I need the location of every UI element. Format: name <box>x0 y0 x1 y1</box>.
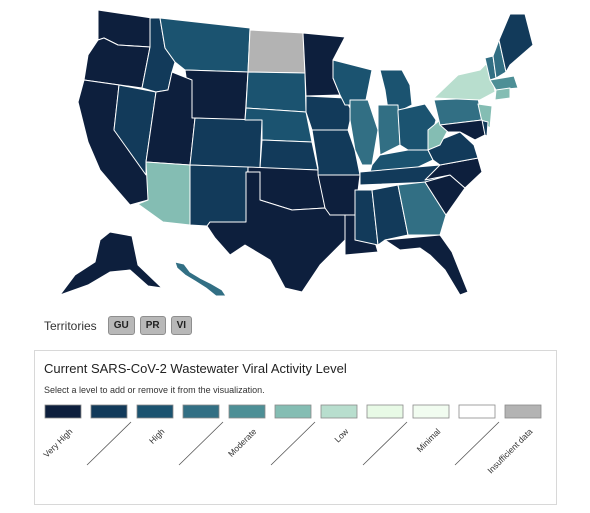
legend-label: Low <box>332 426 351 445</box>
legend-divider-line <box>454 421 500 466</box>
legend-divider-line <box>362 421 408 466</box>
state-ct[interactable] <box>494 87 511 101</box>
legend-swatch[interactable] <box>458 404 496 419</box>
state-tx[interactable] <box>206 171 346 293</box>
legend-swatch[interactable] <box>320 404 358 419</box>
state-al[interactable] <box>371 184 409 246</box>
legend-hint: Select a level to add or remove it from … <box>44 385 265 395</box>
state-nm[interactable] <box>189 164 249 227</box>
legend-label: Very High <box>41 426 74 459</box>
legend-swatch[interactable] <box>90 404 128 419</box>
state-in[interactable] <box>377 104 401 156</box>
state-ak[interactable] <box>59 231 163 296</box>
state-co[interactable] <box>189 117 263 169</box>
state-wi[interactable] <box>332 59 373 106</box>
legend-label: Moderate <box>226 426 259 459</box>
state-sd[interactable] <box>245 71 307 113</box>
territory-button-pr[interactable]: PR <box>139 316 166 335</box>
legend-scale: Very High High Moderate Low Minimal Insuffici… <box>41 404 542 475</box>
legend-panel: Current SARS-CoV-2 Wastewater Viral Acti… <box>34 350 557 505</box>
legend-swatch[interactable] <box>274 404 312 419</box>
legend-swatch[interactable] <box>44 404 82 419</box>
state-il[interactable] <box>349 99 379 166</box>
legend-label: Minimal <box>415 426 443 454</box>
state-ms[interactable] <box>354 189 379 246</box>
territory-button-vi[interactable]: VI <box>170 316 193 335</box>
state-wy[interactable] <box>184 69 249 121</box>
legend-divider-line <box>178 421 224 466</box>
legend-divider-line <box>270 421 316 466</box>
legend-title: Current SARS-CoV-2 Wastewater Viral Acti… <box>44 361 347 376</box>
territory-button-gu[interactable]: GU <box>107 316 135 335</box>
legend-swatch[interactable] <box>136 404 174 419</box>
territories-label: Territories <box>44 318 97 333</box>
legend-swatch[interactable] <box>366 404 404 419</box>
state-ma[interactable] <box>489 75 519 91</box>
us-wastewater-map <box>59 9 534 297</box>
legend-swatch[interactable] <box>504 404 542 419</box>
state-ks[interactable] <box>259 139 319 171</box>
state-md[interactable] <box>439 119 486 141</box>
state-me[interactable] <box>498 13 534 73</box>
state-ga[interactable] <box>397 181 447 236</box>
legend-label: High <box>147 426 167 446</box>
legend-label: Insufficient data <box>485 426 534 475</box>
state-nd[interactable] <box>247 29 306 74</box>
legend-swatch[interactable] <box>182 404 220 419</box>
legend-swatch[interactable] <box>412 404 450 419</box>
state-fl[interactable] <box>384 234 469 296</box>
legend-swatch[interactable] <box>228 404 266 419</box>
territories-row: Territories GU PR VI <box>44 316 193 335</box>
legend-divider-line <box>86 421 132 466</box>
state-hi[interactable] <box>174 261 227 297</box>
state-ny[interactable] <box>433 59 496 101</box>
